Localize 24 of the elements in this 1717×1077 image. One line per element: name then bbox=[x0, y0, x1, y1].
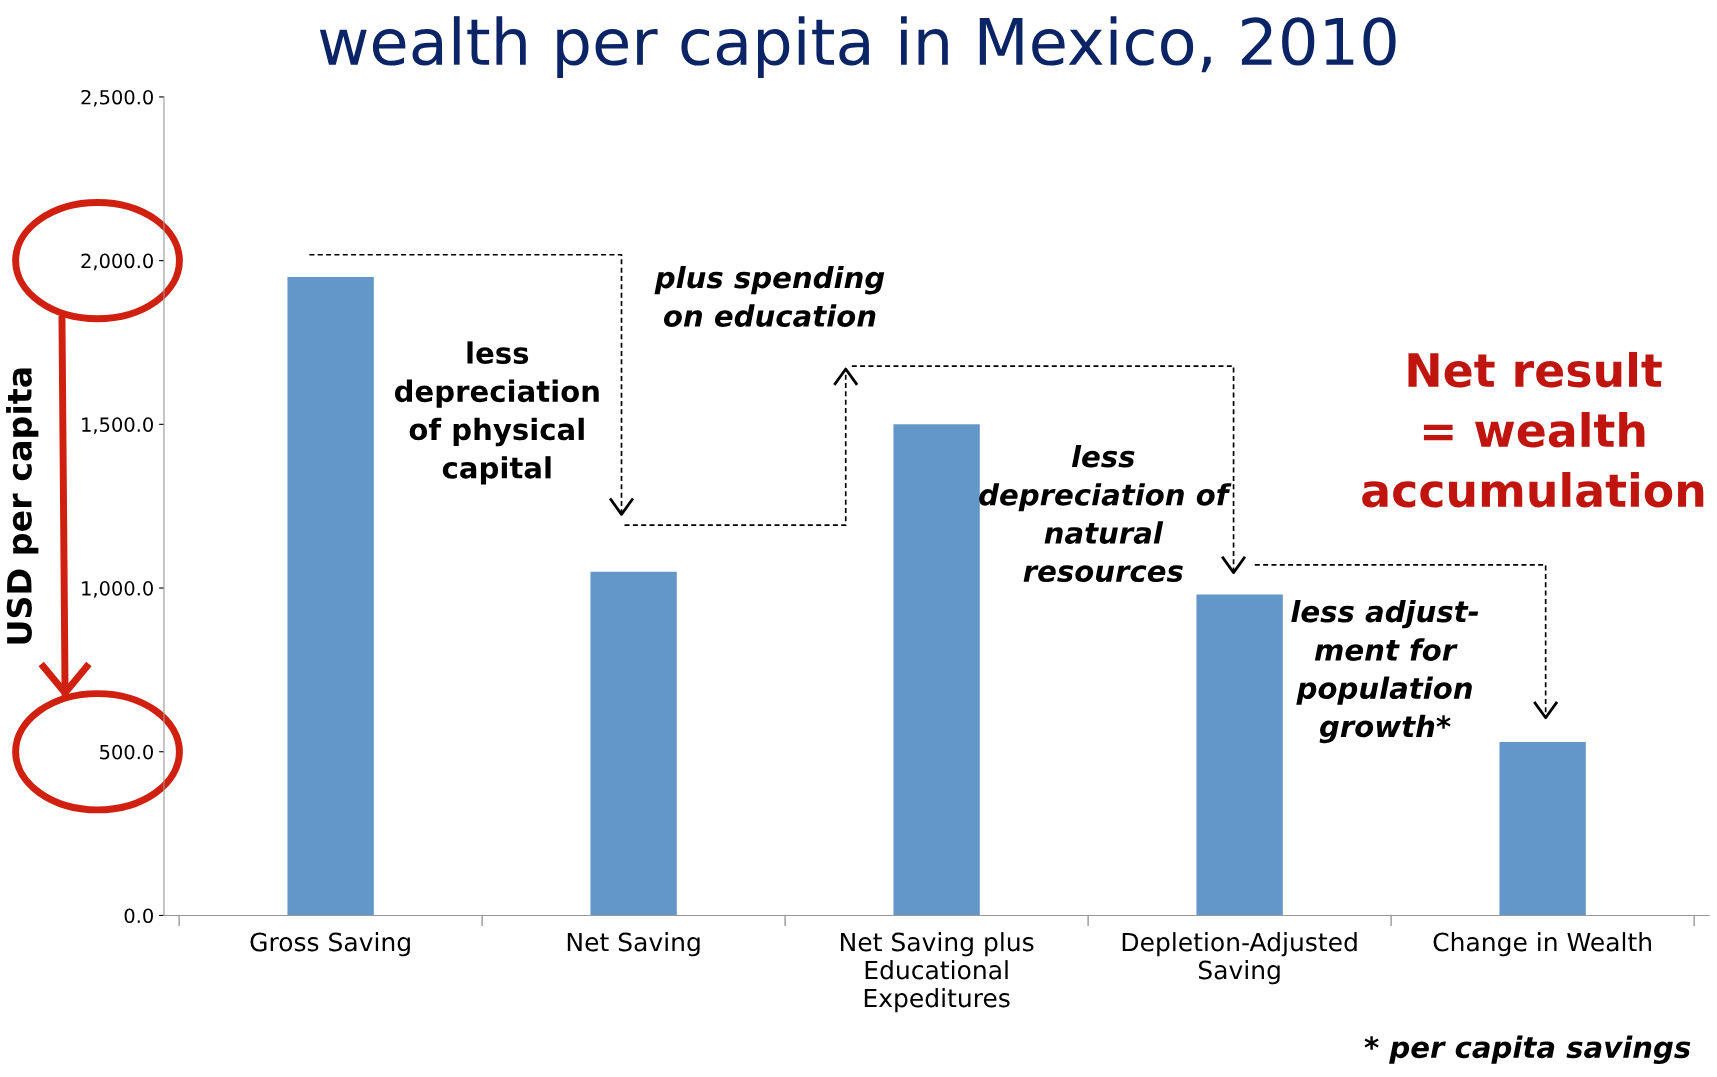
annotation: less depreciation of physical capital bbox=[394, 341, 599, 485]
x-tick-label: Net Saving bbox=[567, 932, 700, 957]
y-tick-label: 500.0 bbox=[100, 744, 153, 760]
y-tick-label: 0.0 bbox=[124, 908, 153, 924]
bar bbox=[893, 424, 980, 916]
bar bbox=[287, 277, 374, 916]
x-tick-label: Gross Saving bbox=[250, 932, 410, 957]
x-tick-label: Depletion-Adjusted Saving bbox=[1122, 932, 1357, 985]
annotation: Net result = wealth accumulation bbox=[1362, 351, 1704, 508]
text: * per capita savings bbox=[1364, 1035, 1691, 1065]
x-tick-label: Change in Wealth bbox=[1433, 932, 1651, 957]
annotation: less adjust- ment for population growth* bbox=[1291, 599, 1479, 744]
annotation: less depreciation of natural resources bbox=[979, 444, 1232, 583]
bar bbox=[590, 571, 677, 916]
y-tick-label: 2,000.0 bbox=[81, 253, 153, 271]
x-tick-label: Net Saving plus Educational Expeditures bbox=[841, 932, 1034, 1013]
chart-title: wealth per capita in Mexico, 2010 bbox=[319, 16, 1396, 78]
y-tick-label: 1,500.0 bbox=[82, 417, 153, 434]
y-tick-label: 1,000.0 bbox=[82, 581, 153, 598]
bar bbox=[1196, 594, 1283, 916]
bar bbox=[1499, 741, 1586, 916]
y-axis-title: USD per capita bbox=[6, 368, 39, 644]
y-tick-label: 2,500.0 bbox=[81, 89, 153, 107]
annotation: plus spending on education bbox=[654, 265, 885, 327]
